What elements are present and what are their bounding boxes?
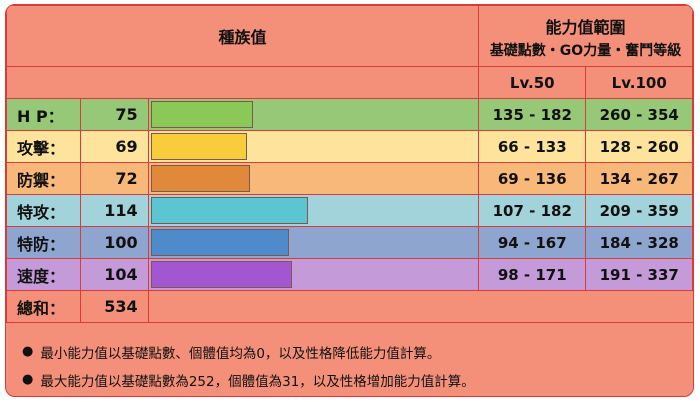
base-stats-header: 種族值 <box>6 5 480 67</box>
bullet-icon: ● <box>22 372 34 387</box>
stat-label: 特防： <box>6 226 81 259</box>
lv100-range: 191 - 337 <box>585 258 693 291</box>
lv50-header: Lv.50 <box>478 66 587 99</box>
stat-value: 69 <box>79 130 149 163</box>
total-row: 總和： 534 <box>6 290 693 323</box>
stat-label: 攻擊： <box>6 130 81 163</box>
lv50-range: 98 - 171 <box>478 258 587 291</box>
note-min: ● 最小能力值以基礎點數、個體值均為0，以及性格降低能力值計算。 <box>22 339 475 364</box>
stat-row: 攻擊： 69 66 - 133 128 - 260 <box>6 130 693 163</box>
stat-row: 防禦： 72 69 - 136 134 - 267 <box>6 162 693 195</box>
stat-bar-cell <box>147 194 480 227</box>
stat-label: 速度： <box>6 258 81 291</box>
range-header: 能力值範圍 <box>478 5 693 40</box>
bullet-icon: ● <box>22 344 34 359</box>
stat-row: 特攻： 114 107 - 182 209 - 359 <box>6 194 693 227</box>
stat-bar-cell <box>147 226 480 259</box>
total-label: 總和： <box>6 290 81 323</box>
stats-table: 種族值 能力值範圍 基礎點數・GO力量・奮鬥等級 Lv.50 Lv.100 H … <box>6 5 693 323</box>
stat-bar <box>150 101 253 128</box>
notes: ● 最小能力值以基礎點數、個體值均為0，以及性格降低能力值計算。 ● 最大能力值… <box>22 339 475 392</box>
stat-label: 防禦： <box>6 162 81 195</box>
total-value: 534 <box>79 290 149 323</box>
stat-label: 特攻： <box>6 194 81 227</box>
stat-value: 75 <box>79 98 149 131</box>
lv50-range: 135 - 182 <box>478 98 587 131</box>
stats-panel: 種族值 能力值範圍 基礎點數・GO力量・奮鬥等級 Lv.50 Lv.100 H … <box>5 4 694 397</box>
lv100-range: 209 - 359 <box>585 194 693 227</box>
stat-bar <box>150 261 292 288</box>
lv100-header: Lv.100 <box>585 66 693 99</box>
stat-bar <box>150 133 247 160</box>
stat-bar <box>150 229 289 256</box>
stat-value: 104 <box>79 258 149 291</box>
total-filler <box>147 290 693 323</box>
lv100-range: 184 - 328 <box>585 226 693 259</box>
lv50-range: 107 - 182 <box>478 194 587 227</box>
stat-label: H P： <box>6 98 81 131</box>
stat-bar-cell <box>147 258 480 291</box>
lv50-range: 66 - 133 <box>478 130 587 163</box>
lv50-range: 69 - 136 <box>478 162 587 195</box>
stat-row: H P： 75 135 - 182 260 - 354 <box>6 98 693 131</box>
note-max-text: 最大能力值以基礎點數為252，個體值為31，以及性格增加能力值計算。 <box>40 373 475 390</box>
range-subheader: 基礎點數・GO力量・奮鬥等級 <box>478 39 693 67</box>
stat-bar-cell <box>147 162 480 195</box>
stat-value: 100 <box>79 226 149 259</box>
stat-row: 特防： 100 94 - 167 184 - 328 <box>6 226 693 259</box>
lv50-range: 94 - 167 <box>478 226 587 259</box>
stat-value: 114 <box>79 194 149 227</box>
lv100-range: 134 - 267 <box>585 162 693 195</box>
stat-bar <box>150 165 250 192</box>
stat-rows: H P： 75 135 - 182 260 - 354 攻擊： 69 66 - 133 128… <box>6 98 693 291</box>
lv100-range: 128 - 260 <box>585 130 693 163</box>
lv100-range: 260 - 354 <box>585 98 693 131</box>
stat-bar-cell <box>147 98 480 131</box>
stat-row: 速度： 104 98 - 171 191 - 337 <box>6 258 693 291</box>
stat-bar-cell <box>147 130 480 163</box>
note-max: ● 最大能力值以基礎點數為252，個體值為31，以及性格增加能力值計算。 <box>22 367 475 392</box>
note-min-text: 最小能力值以基礎點數、個體值均為0，以及性格降低能力值計算。 <box>40 345 441 362</box>
stat-bar <box>150 197 308 224</box>
header-spacer <box>6 66 480 99</box>
stat-value: 72 <box>79 162 149 195</box>
